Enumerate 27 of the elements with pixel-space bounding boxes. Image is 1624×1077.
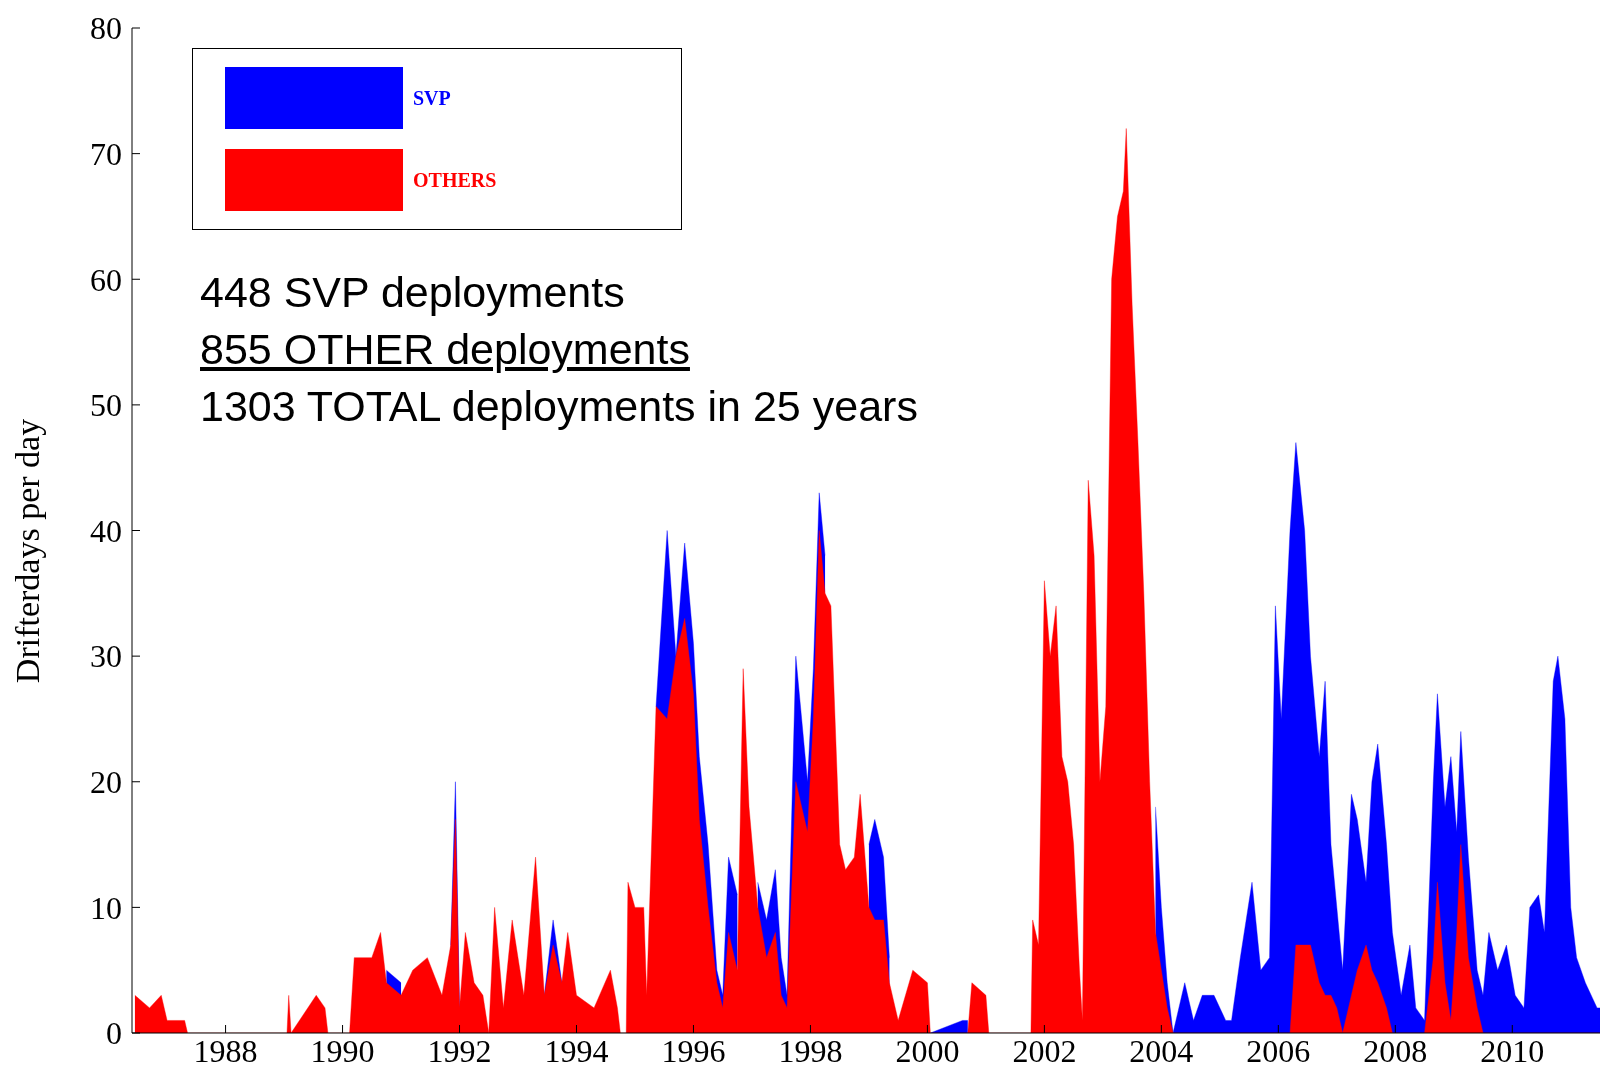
x-tick-label: 2000 — [895, 1032, 960, 1069]
y-tick-label: 30 — [90, 638, 122, 675]
y-tick-label: 0 — [106, 1015, 122, 1052]
x-tick-label: 1994 — [544, 1032, 609, 1069]
text: OTHERS — [413, 168, 497, 192]
x-tick-label: 1996 — [661, 1032, 726, 1069]
x-tick-label: 1988 — [193, 1032, 258, 1069]
annotation: 448 SVP deployments — [200, 267, 626, 318]
y-tick-label: 60 — [90, 261, 122, 298]
y-tick-label: 80 — [90, 10, 122, 47]
annotation: 1303 TOTAL deployments in 25 years — [200, 381, 918, 432]
x-tick-label: 2006 — [1246, 1032, 1311, 1069]
y-axis-title: Drifterdays per day — [9, 418, 47, 683]
annotation: 855 OTHER deployments — [200, 324, 691, 375]
text: SVP — [413, 86, 451, 110]
x-tick-label: 1990 — [310, 1032, 375, 1069]
y-tick-label: 50 — [90, 387, 122, 424]
y-tick-label: 70 — [90, 135, 122, 172]
x-tick-label: 2004 — [1129, 1032, 1194, 1069]
y-tick-label: 20 — [90, 764, 122, 801]
x-tick-label: 2010 — [1480, 1032, 1545, 1069]
y-tick-label: 40 — [90, 512, 122, 549]
x-tick-label: 1998 — [778, 1032, 843, 1069]
y-tick-label: 10 — [90, 889, 122, 926]
x-tick-label: 1992 — [427, 1032, 492, 1069]
x-tick-label: 2008 — [1363, 1032, 1428, 1069]
x-tick-label: 2002 — [1012, 1032, 1077, 1069]
